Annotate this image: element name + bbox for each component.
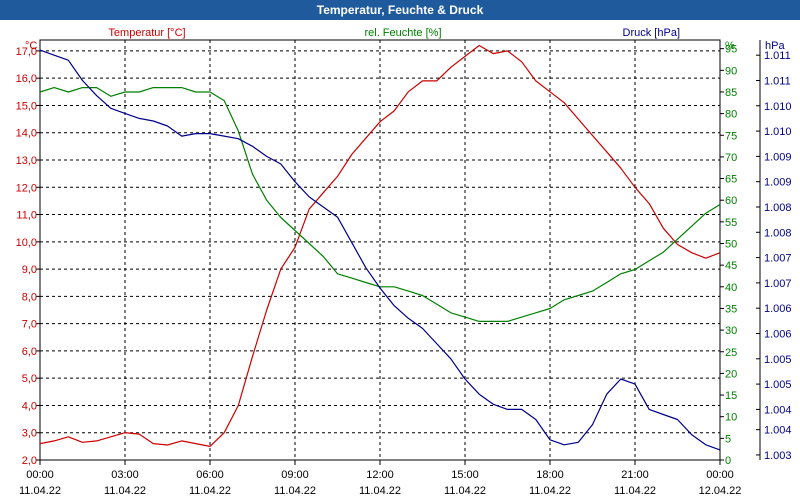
series-line-humidity — [39, 86, 721, 322]
humidity-unit-label: % — [725, 40, 735, 52]
y-tick-label-temperature: 13,0 — [16, 155, 37, 167]
y-tick-label-temperature: 14,0 — [16, 128, 37, 140]
x-tick-date-label: 11.04.22 — [444, 485, 486, 497]
y-tick-label-pressure: 1.003 — [764, 450, 792, 462]
y-tick-label-humidity: 85 — [725, 87, 737, 99]
y-tick-label-temperature: 10,0 — [16, 237, 37, 249]
y-tick-label-humidity: 90 — [725, 65, 737, 77]
y-tick-label-pressure: 1.008 — [764, 202, 792, 214]
x-tick-time-label: 03:00 — [111, 469, 139, 481]
y-tick-label-pressure: 1.006 — [764, 303, 792, 315]
x-tick-date-label: 12.04.22 — [699, 485, 742, 497]
y-tick-label-humidity: 5 — [725, 433, 731, 445]
y-tick-label-pressure: 1.005 — [764, 379, 792, 391]
y-tick-label-humidity: 35 — [725, 303, 737, 315]
y-tick-label-temperature: 5,0 — [22, 373, 37, 385]
y-tick-label-humidity: 65 — [725, 174, 737, 186]
y-tick-label-pressure: 1.006 — [764, 328, 792, 340]
y-tick-label-pressure: 1.009 — [764, 177, 792, 189]
temperature-axis-title: Temperatur [°C] — [108, 27, 185, 39]
y-tick-label-pressure: 1.010 — [764, 126, 792, 138]
x-tick-time-label: 12:00 — [366, 469, 394, 481]
x-tick-date-label: 11.04.22 — [19, 485, 61, 497]
y-tick-label-temperature: 12,0 — [16, 182, 37, 194]
y-tick-label-temperature: 2,0 — [22, 455, 37, 467]
pressure-unit-label: hPa — [765, 40, 785, 52]
y-tick-label-temperature: 15,0 — [16, 100, 37, 112]
y-tick-label-pressure: 1.008 — [764, 227, 792, 239]
y-tick-label-temperature: 3,0 — [22, 428, 37, 440]
y-tick-label-pressure: 1.004 — [764, 404, 792, 416]
x-tick-date-label: 11.04.22 — [104, 485, 146, 497]
y-tick-label-humidity: 60 — [725, 195, 737, 207]
y-tick-label-temperature: 9,0 — [22, 264, 37, 276]
y-tick-label-humidity: 10 — [725, 412, 737, 424]
y-tick-label-temperature: 16,0 — [16, 73, 37, 85]
x-tick-time-label: 21:00 — [621, 469, 649, 481]
y-tick-label-pressure: 1.004 — [764, 425, 792, 437]
y-tick-label-humidity: 80 — [725, 109, 737, 121]
y-tick-label-humidity: 20 — [725, 368, 737, 380]
y-tick-label-pressure: 1.011 — [764, 50, 791, 62]
x-tick-time-label: 00:00 — [706, 469, 734, 481]
y-tick-label-humidity: 45 — [725, 260, 737, 272]
x-tick-date-label: 11.04.22 — [614, 485, 656, 497]
x-tick-time-label: 15:00 — [451, 469, 479, 481]
pressure-axis-title: Druck [hPa] — [623, 27, 680, 39]
y-tick-label-humidity: 50 — [725, 239, 737, 251]
y-tick-label-pressure: 1.005 — [764, 354, 792, 366]
y-tick-label-humidity: 0 — [725, 455, 731, 467]
y-tick-label-pressure: 1.010 — [764, 101, 792, 113]
y-tick-label-humidity: 25 — [725, 347, 737, 359]
y-tick-label-pressure: 1.007 — [764, 253, 792, 265]
temperature-unit-label: °C — [25, 40, 37, 52]
chart-title: Temperatur, Feuchte & Druck — [0, 0, 800, 20]
series-line-temperature — [39, 44, 721, 447]
y-tick-label-pressure: 1.009 — [764, 151, 792, 163]
y-tick-label-temperature: 8,0 — [22, 291, 37, 303]
y-tick-label-temperature: 6,0 — [22, 346, 37, 358]
y-tick-label-humidity: 75 — [725, 130, 737, 142]
y-tick-label-pressure: 1.011 — [764, 75, 791, 87]
y-tick-label-temperature: 17,0 — [16, 46, 37, 58]
y-tick-label-humidity: 30 — [725, 325, 737, 337]
y-tick-label-temperature: 4,0 — [22, 400, 37, 412]
x-tick-date-label: 11.04.22 — [529, 485, 571, 497]
series-line-pressure — [39, 49, 721, 451]
x-tick-time-label: 00:00 — [26, 469, 54, 481]
x-tick-time-label: 06:00 — [196, 469, 224, 481]
x-tick-date-label: 11.04.22 — [189, 485, 231, 497]
y-tick-label-humidity: 15 — [725, 390, 737, 402]
y-tick-label-humidity: 95 — [725, 44, 737, 56]
humidity-axis-title: rel. Feuchte [%] — [364, 27, 441, 39]
x-tick-date-label: 11.04.22 — [274, 485, 316, 497]
y-tick-label-humidity: 40 — [725, 282, 737, 294]
x-tick-time-label: 09:00 — [281, 469, 309, 481]
x-tick-date-label: 11.04.22 — [359, 485, 401, 497]
y-tick-label-pressure: 1.007 — [764, 278, 792, 290]
y-tick-label-humidity: 70 — [725, 152, 737, 164]
y-tick-label-temperature: 7,0 — [22, 319, 37, 331]
x-tick-time-label: 18:00 — [536, 469, 564, 481]
y-tick-label-temperature: 11,0 — [16, 210, 37, 222]
y-tick-label-humidity: 55 — [725, 217, 737, 229]
